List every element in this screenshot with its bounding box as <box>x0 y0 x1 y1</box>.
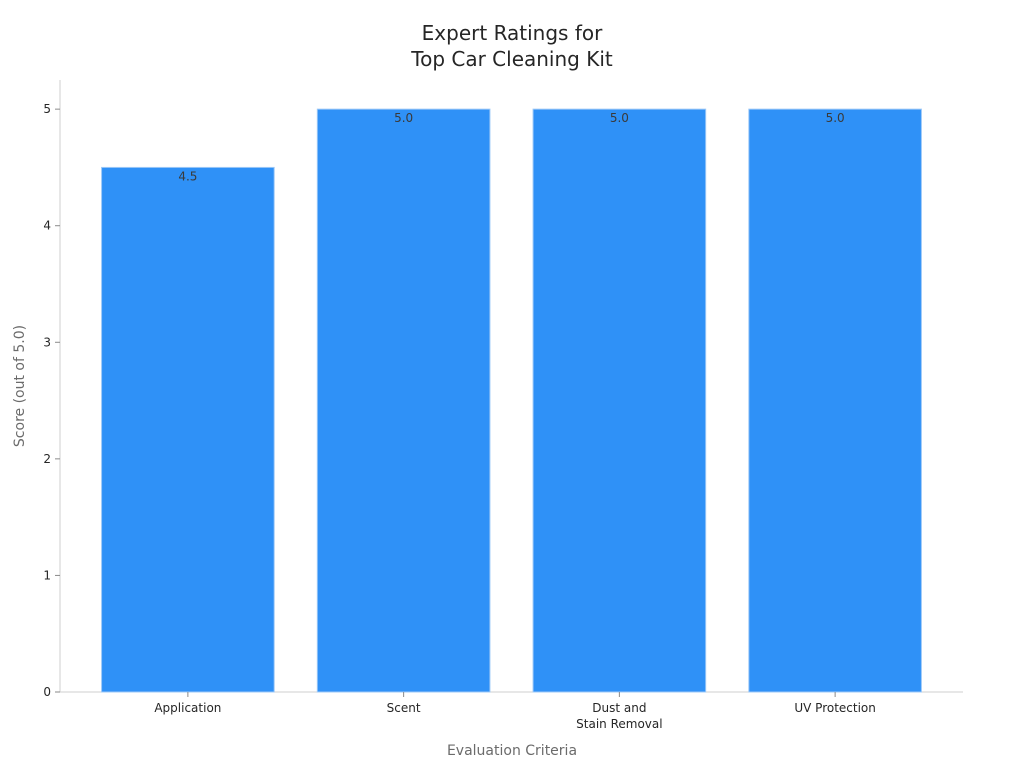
bar <box>101 166 275 693</box>
y-tick-label: 5 <box>43 102 51 116</box>
bar-value-label: 5.0 <box>826 111 845 125</box>
x-tick-label: UV Protection <box>794 701 876 715</box>
x-tick-label: Application <box>154 701 221 715</box>
x-axis-label: Evaluation Criteria <box>447 743 577 759</box>
bar-value-label: 4.5 <box>178 169 197 183</box>
bar <box>748 108 922 693</box>
chart-title-line-2: Top Car Cleaning Kit <box>410 47 613 71</box>
x-tick-label: Stain Removal <box>576 717 662 731</box>
y-tick-label: 2 <box>43 452 51 466</box>
y-tick-label: 0 <box>43 685 51 699</box>
x-tick-label: Dust and <box>592 701 646 715</box>
y-axis-label: Score (out of 5.0) <box>12 325 28 447</box>
plot-area: 0 1 2 3 4 5 4.5 Application 5.0 Scent 5.0 Dust and S… <box>43 80 963 731</box>
chart-title-line-1: Expert Ratings for <box>422 21 603 45</box>
bar <box>316 108 491 693</box>
x-tick-label: Scent <box>387 701 421 715</box>
bar <box>532 108 707 693</box>
bar-value-label: 5.0 <box>394 111 413 125</box>
y-tick-label: 3 <box>43 335 51 349</box>
y-tick-label: 1 <box>43 568 51 582</box>
y-tick-label: 4 <box>43 219 51 233</box>
bar-value-label: 5.0 <box>610 111 629 125</box>
chart-title: Expert Ratings for Top Car Cleaning Kit <box>410 21 613 71</box>
